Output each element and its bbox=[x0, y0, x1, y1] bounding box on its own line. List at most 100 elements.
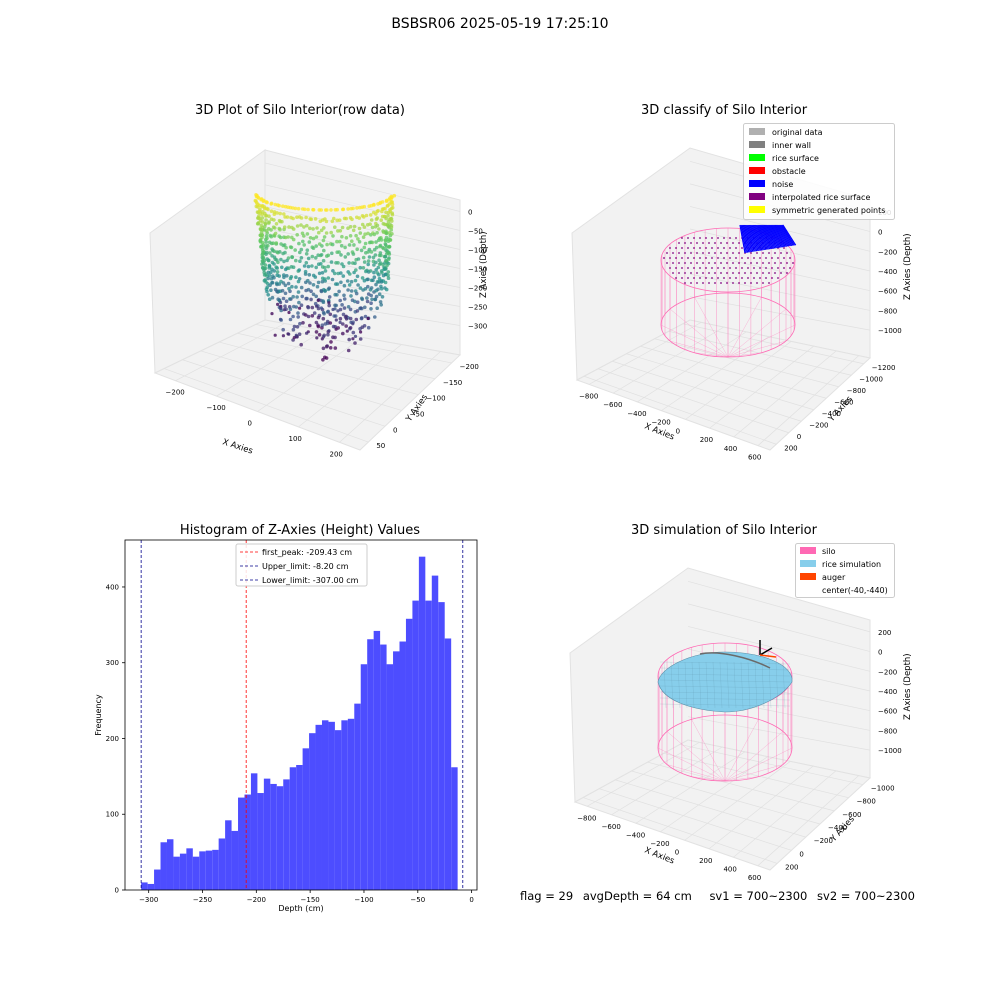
p4-z-gridline bbox=[687, 603, 871, 652]
histogram-bar bbox=[154, 869, 161, 890]
p1-x-tick-label: 100 bbox=[289, 435, 302, 443]
raw-point bbox=[290, 284, 294, 289]
raw-point bbox=[369, 293, 373, 298]
histogram-bar bbox=[231, 830, 239, 890]
interpolated-point bbox=[678, 262, 680, 264]
p4-y-gridline bbox=[615, 779, 806, 838]
raw-point bbox=[341, 331, 345, 336]
raw-point bbox=[305, 223, 309, 228]
raw-point bbox=[311, 292, 316, 297]
raw-point bbox=[314, 320, 319, 325]
p1-z-tick-label: −150 bbox=[468, 266, 487, 274]
interpolated-point bbox=[684, 242, 686, 244]
raw-point bbox=[272, 218, 276, 222]
interpolated-point bbox=[741, 277, 743, 279]
raw-point bbox=[260, 216, 265, 220]
raw-point bbox=[311, 283, 316, 287]
p2-y-gridline bbox=[640, 345, 827, 399]
raw-point bbox=[358, 337, 363, 341]
raw-point bbox=[325, 208, 329, 212]
interpolated-point bbox=[693, 257, 695, 259]
raw-point bbox=[278, 235, 283, 240]
p2-x-gridline bbox=[588, 322, 702, 385]
rice-surface bbox=[657, 651, 793, 713]
raw-point bbox=[369, 218, 374, 222]
raw-point bbox=[273, 333, 277, 337]
histogram-bar bbox=[263, 778, 271, 890]
raw-point bbox=[348, 316, 353, 321]
legend-label: first_peak: -209.43 cm bbox=[262, 548, 352, 557]
x-tick-label: −300 bbox=[139, 896, 158, 904]
raw-point bbox=[298, 321, 302, 326]
p1-x-gridline bbox=[257, 337, 363, 412]
raw-point bbox=[354, 291, 359, 296]
raw-point bbox=[339, 280, 343, 285]
raw-point bbox=[338, 320, 342, 324]
legend-swatch bbox=[749, 180, 765, 187]
p1-x-gridline bbox=[339, 351, 441, 443]
interpolated-point bbox=[714, 252, 716, 254]
raw-point bbox=[374, 260, 378, 265]
raw-point bbox=[357, 226, 362, 231]
raw-point bbox=[385, 263, 389, 268]
raw-point bbox=[302, 234, 306, 238]
interpolated-point bbox=[714, 282, 716, 284]
interpolated-point bbox=[675, 247, 677, 249]
raw-point bbox=[281, 281, 286, 285]
interpolated-point bbox=[768, 282, 770, 284]
histogram-bar bbox=[276, 786, 284, 890]
interpolated-point bbox=[708, 272, 710, 274]
interpolated-point bbox=[687, 267, 689, 269]
interpolated-point bbox=[690, 262, 692, 264]
raw-point bbox=[292, 336, 296, 340]
y-tick-label: 100 bbox=[106, 811, 119, 819]
raw-point bbox=[311, 246, 316, 250]
raw-point bbox=[344, 324, 348, 328]
plot4-z-label: Z Axies (Depth) bbox=[903, 653, 913, 720]
raw-point bbox=[363, 305, 367, 310]
legend-label: interpolated rice surface bbox=[772, 193, 870, 202]
raw-point bbox=[378, 243, 383, 248]
raw-point bbox=[341, 312, 346, 317]
interpolated-point bbox=[708, 242, 710, 244]
plot4-x-ticks: −800 −600 −400 −200 0 200 400 600 bbox=[577, 814, 761, 882]
rice-mesh-line bbox=[659, 679, 791, 683]
raw-point bbox=[277, 203, 281, 208]
interpolated-point bbox=[708, 262, 710, 264]
interpolated-point bbox=[684, 282, 686, 284]
interpolated-point bbox=[684, 272, 686, 274]
raw-point bbox=[310, 305, 315, 310]
raw-point bbox=[333, 225, 337, 229]
silo-wire-spoke bbox=[694, 352, 729, 358]
raw-point bbox=[315, 336, 319, 340]
raw-point bbox=[260, 220, 265, 224]
raw-point bbox=[286, 256, 291, 260]
interpolated-point bbox=[777, 277, 779, 279]
raw-point bbox=[291, 314, 295, 319]
raw-point bbox=[262, 270, 266, 275]
interpolated-point bbox=[738, 272, 740, 274]
raw-point bbox=[370, 297, 374, 302]
interpolated-point bbox=[717, 277, 719, 279]
interpolated-point bbox=[693, 267, 695, 269]
noise-ray bbox=[781, 224, 795, 246]
histogram-bar bbox=[199, 851, 206, 890]
raw-point bbox=[352, 224, 357, 229]
raw-point bbox=[316, 306, 321, 311]
interpolated-point bbox=[750, 282, 752, 284]
raw-point bbox=[362, 260, 367, 264]
histogram-bar bbox=[238, 797, 245, 890]
raw-point bbox=[353, 278, 358, 283]
rice-mesh-line bbox=[659, 697, 791, 701]
p1-z-tick-label: −250 bbox=[468, 304, 487, 312]
raw-point bbox=[388, 222, 392, 227]
p2-x-tick-label: −200 bbox=[651, 419, 670, 427]
raw-point bbox=[373, 315, 377, 319]
raw-point bbox=[363, 287, 368, 291]
interpolated-point bbox=[711, 257, 713, 259]
raw-point bbox=[270, 312, 274, 316]
interpolated-point bbox=[687, 257, 689, 259]
raw-point bbox=[285, 215, 290, 219]
raw-point bbox=[362, 215, 366, 219]
raw-point bbox=[349, 279, 354, 284]
